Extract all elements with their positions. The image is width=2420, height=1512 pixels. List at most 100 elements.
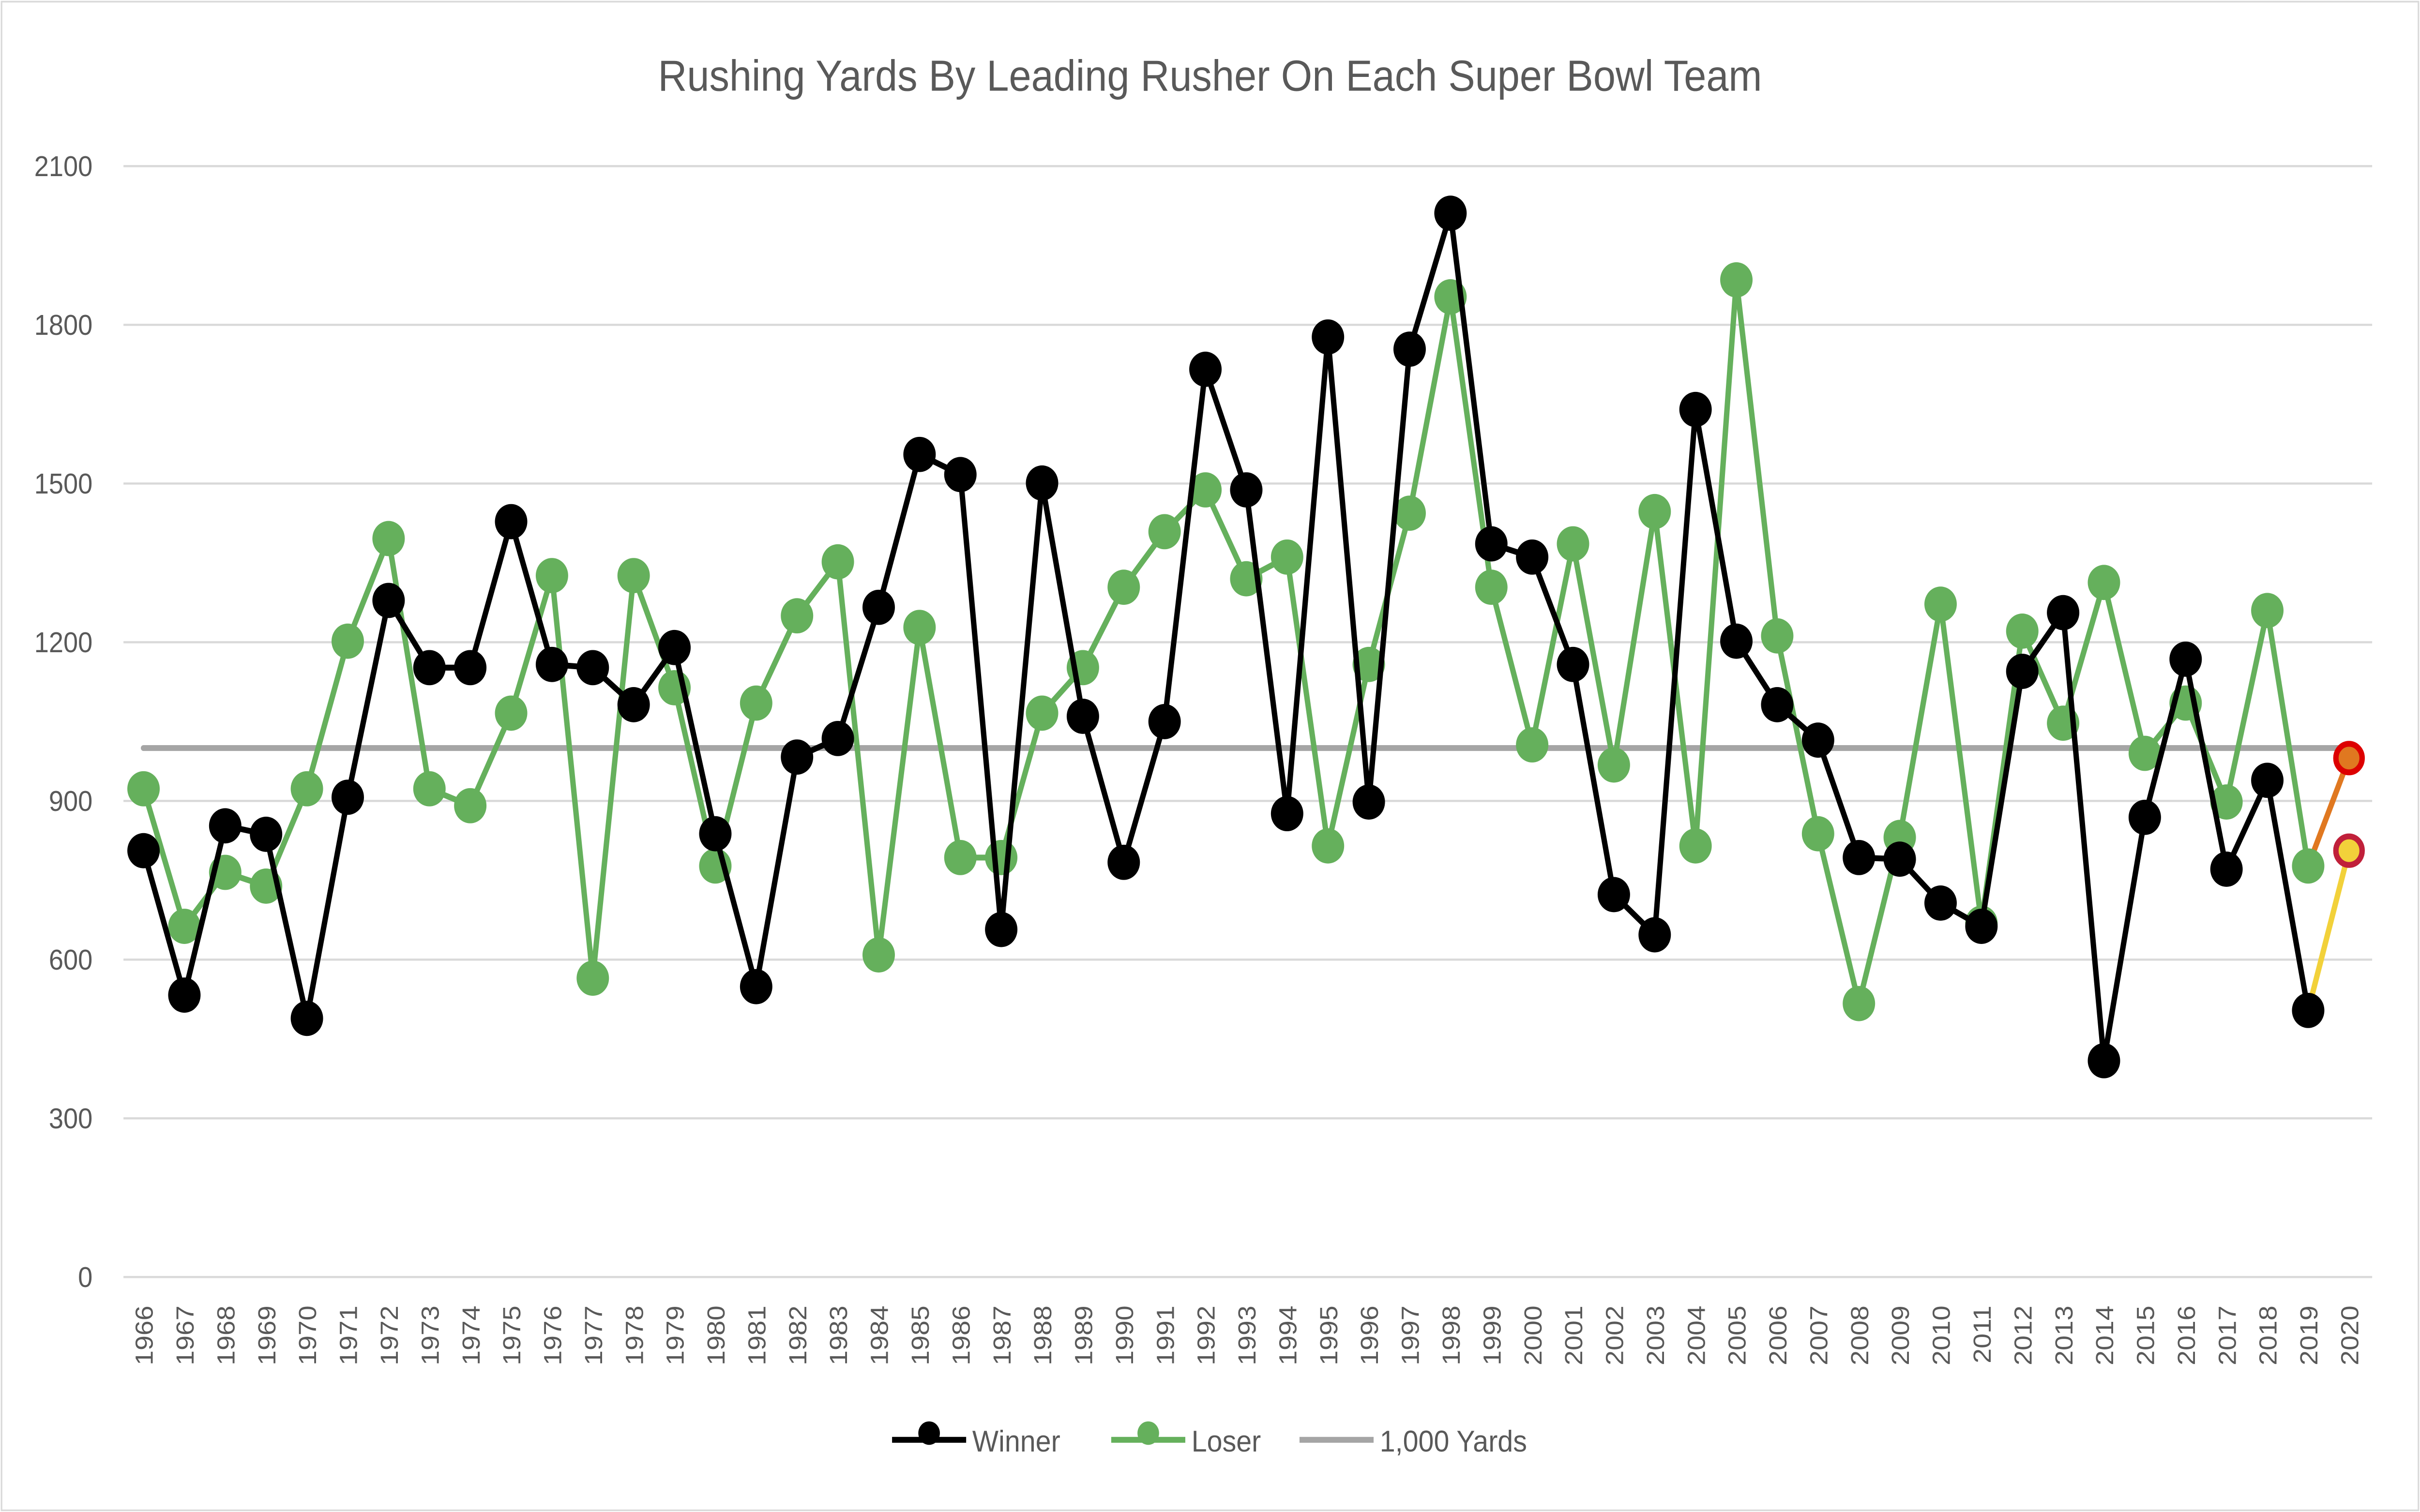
data-point [576, 650, 609, 686]
data-point [1597, 877, 1630, 913]
data-point [740, 685, 772, 721]
x-tick-label: 2003 [1642, 1305, 1669, 1365]
data-point [127, 771, 160, 807]
data-point [658, 629, 691, 665]
data-point [331, 779, 364, 815]
data-point [944, 839, 977, 875]
data-point [821, 720, 854, 756]
x-tick-label: 2006 [1765, 1305, 1792, 1365]
legend: Winner Loser 1,000 Yards [892, 1421, 1527, 1458]
x-tick-label: 1999 [1479, 1305, 1506, 1365]
data-point [1352, 784, 1385, 820]
data-point [2333, 741, 2365, 776]
data-point [1843, 839, 1876, 875]
x-tick-label: 1972 [376, 1305, 403, 1365]
data-point [535, 646, 568, 682]
x-tick-label: 2012 [2010, 1305, 2037, 1365]
x-tick-label: 2016 [2173, 1305, 2200, 1365]
data-point [985, 839, 1018, 875]
data-point [1720, 623, 1753, 659]
x-tick-label: 2011 [1969, 1305, 1996, 1363]
data-point [168, 977, 201, 1013]
y-tick-label: 1800 [34, 310, 93, 342]
data-point [1107, 844, 1140, 880]
x-tick-label: 1970 [294, 1305, 321, 1365]
data-point [903, 610, 936, 645]
data-point [454, 650, 487, 686]
y-tick-label: 900 [49, 786, 92, 818]
x-tick-label: 1992 [1193, 1305, 1220, 1365]
x-tick-label: 1986 [948, 1305, 975, 1365]
x-tick-label: 1988 [1029, 1305, 1057, 1365]
x-tick-label: 2017 [2214, 1305, 2241, 1365]
x-tick-label: 2002 [1602, 1305, 1629, 1365]
data-point [821, 544, 854, 580]
y-axis: 0 300 600 900 1200 1500 1800 2100 [34, 151, 93, 1294]
data-point [495, 504, 528, 539]
data-point [1965, 909, 1998, 944]
x-tick-label: 1993 [1234, 1305, 1261, 1365]
x-tick-label: 1985 [907, 1305, 934, 1365]
x-tick-label: 2009 [1887, 1305, 1914, 1365]
x-tick-label: 1995 [1316, 1305, 1343, 1365]
data-point [2210, 784, 2243, 820]
data-point [454, 788, 487, 823]
legend-label: 1,000 Yards [1380, 1424, 1527, 1458]
x-tick-label: 1984 [866, 1305, 893, 1365]
data-point [1270, 796, 1303, 832]
data-point [331, 623, 364, 659]
data-point [740, 969, 772, 1004]
x-tick-label: 2007 [1805, 1305, 1832, 1365]
x-tick-label: 1994 [1274, 1305, 1301, 1365]
data-point [944, 457, 977, 493]
data-point [290, 1001, 323, 1036]
data-point [2087, 1043, 2120, 1078]
series-loser [127, 262, 2325, 1021]
data-point [1026, 695, 1059, 731]
x-tick-label: 1989 [1071, 1305, 1098, 1365]
x-tick-label: 1969 [254, 1305, 281, 1365]
data-point [617, 558, 650, 594]
legend-item-winner: Winner [892, 1421, 1060, 1458]
x-tick-label: 1966 [131, 1305, 158, 1365]
x-tick-label: 1973 [417, 1305, 444, 1365]
y-tick-label: 2100 [34, 151, 93, 183]
data-point [1883, 841, 1916, 877]
series-projection-4 [2305, 833, 2365, 1014]
data-point [495, 695, 528, 731]
y-tick-label: 1500 [34, 468, 93, 500]
x-tick-label: 1987 [989, 1305, 1016, 1365]
x-tick-label: 1991 [1152, 1305, 1179, 1365]
data-point [1352, 646, 1385, 682]
x-tick-label: 2014 [2091, 1305, 2118, 1365]
data-point [1189, 472, 1222, 508]
x-tick-label: 2020 [2336, 1305, 2363, 1365]
y-tick-label: 600 [49, 944, 92, 976]
x-tick-label: 1971 [335, 1305, 363, 1365]
x-tick-label: 1976 [540, 1305, 567, 1365]
x-tick-label: 1975 [499, 1305, 526, 1365]
legend-label: Winner [972, 1424, 1060, 1458]
data-point [1638, 494, 1671, 529]
data-point [1270, 539, 1303, 575]
chart-title: Rushing Yards By Leading Rusher On Each … [658, 52, 1762, 100]
x-tick-label: 1981 [743, 1305, 771, 1365]
x-tick-label: 1978 [621, 1305, 648, 1365]
legend-item-1-000-yards: 1,000 Yards [1299, 1424, 1527, 1458]
data-point [1761, 618, 1794, 654]
data-point [290, 771, 323, 807]
x-axis: 1966 1967 1968 1969 1970 1971 1972 1973 1974 1975… [131, 1305, 2364, 1365]
data-point [1597, 747, 1630, 783]
data-point [413, 650, 446, 686]
y-tick-label: 0 [78, 1262, 92, 1294]
data-point [1148, 514, 1181, 550]
data-point [1107, 569, 1140, 605]
legend-marker [1137, 1421, 1159, 1445]
x-tick-label: 2019 [2296, 1305, 2323, 1365]
data-point [1516, 727, 1549, 763]
x-tick-label: 2010 [1928, 1305, 1955, 1365]
data-point [209, 808, 242, 844]
x-tick-label: 1996 [1356, 1305, 1383, 1365]
